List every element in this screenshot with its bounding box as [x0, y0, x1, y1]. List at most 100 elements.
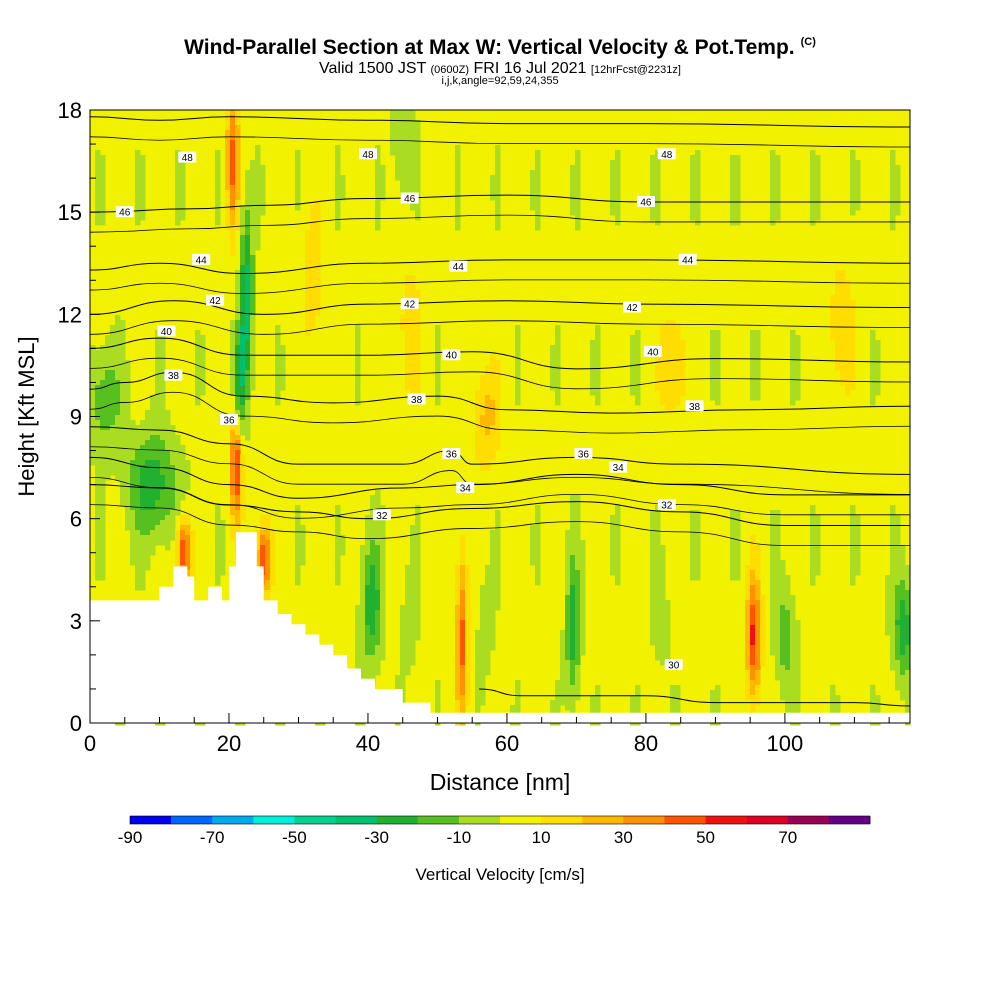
field-cell: [230, 495, 236, 501]
field-cell: [875, 365, 881, 371]
field-cell: [745, 565, 751, 571]
field-cell: [415, 310, 421, 316]
field-cell: [260, 515, 266, 521]
field-cell: [460, 605, 466, 611]
field-cell: [185, 530, 191, 536]
field-cell: [455, 205, 461, 211]
field-cell: [460, 545, 466, 551]
field-cell: [175, 155, 181, 161]
field-cell: [635, 390, 641, 396]
field-cell: [375, 665, 381, 671]
field-cell: [240, 260, 246, 266]
field-cell: [275, 345, 281, 351]
field-cell: [780, 645, 786, 651]
field-cell: [250, 245, 256, 251]
field-cell: [180, 175, 186, 181]
field-cell: [305, 250, 311, 256]
field-cell: [590, 710, 596, 716]
field-cell: [235, 495, 241, 501]
field-cell: [100, 220, 106, 226]
field-cell: [495, 365, 501, 371]
field-cell: [180, 205, 186, 211]
field-cell: [185, 475, 191, 481]
field-cell: [120, 355, 126, 361]
field-cell: [790, 650, 796, 656]
field-cell: [375, 205, 381, 211]
field-cell: [570, 510, 576, 516]
field-cell: [155, 345, 161, 351]
field-cell: [105, 420, 111, 426]
field-cell: [180, 445, 186, 451]
field-cell: [635, 330, 641, 336]
field-cell: [780, 680, 786, 686]
field-cell: [215, 170, 221, 176]
field-cell: [140, 455, 146, 461]
field-cell: [810, 560, 816, 566]
field-cell: [135, 475, 141, 481]
field-cell: [370, 570, 376, 576]
field-cell: [650, 640, 656, 646]
field-cell: [120, 475, 126, 481]
field-cell: [100, 535, 106, 541]
field-cell: [790, 370, 796, 376]
field-cell: [115, 455, 121, 461]
field-cell: [895, 535, 901, 541]
field-cell: [405, 590, 411, 596]
field-cell: [230, 450, 236, 456]
field-cell: [755, 670, 761, 676]
field-cell: [95, 410, 101, 416]
field-cell: [855, 175, 861, 181]
field-cell: [400, 670, 406, 676]
field-cell: [750, 675, 756, 681]
field-cell: [680, 340, 686, 346]
field-cell: [355, 655, 361, 661]
field-cell: [810, 545, 816, 551]
field-cell: [475, 650, 481, 656]
field-cell: [490, 530, 496, 536]
field-cell: [115, 420, 121, 426]
field-cell: [250, 225, 256, 231]
field-cell: [480, 645, 486, 651]
field-cell: [110, 355, 116, 361]
field-cell: [830, 710, 836, 716]
field-cell: [455, 150, 461, 156]
field-cell: [415, 355, 421, 361]
field-cell: [405, 315, 411, 321]
field-cell: [215, 195, 221, 201]
field-cell: [895, 635, 901, 641]
field-cell: [495, 435, 501, 441]
field-cell: [840, 380, 846, 386]
field-cell: [755, 645, 761, 651]
field-cell: [460, 570, 466, 576]
field-cell: [495, 185, 501, 191]
field-cell: [150, 450, 156, 456]
field-cell: [790, 390, 796, 396]
field-cell: [655, 590, 661, 596]
field-cell: [570, 525, 576, 531]
field-cell: [495, 370, 501, 376]
field-cell: [855, 195, 861, 201]
field-cell: [165, 545, 171, 551]
field-cell: [480, 380, 486, 386]
field-cell: [615, 575, 621, 581]
field-cell: [335, 520, 341, 526]
field-cell: [695, 190, 701, 196]
field-cell: [155, 530, 161, 536]
field-cell: [870, 350, 876, 356]
field-cell: [840, 285, 846, 291]
field-cell: [250, 370, 256, 376]
field-cell: [750, 620, 756, 626]
field-cell: [405, 170, 411, 176]
field-cell: [460, 650, 466, 656]
field-cell: [900, 600, 906, 606]
field-cell: [745, 690, 751, 696]
field-cell: [415, 600, 421, 606]
field-cell: [480, 465, 486, 471]
field-cell: [615, 155, 621, 161]
field-cell: [175, 445, 181, 451]
field-cell: [315, 290, 321, 296]
field-cell: [535, 160, 541, 166]
field-cell: [575, 640, 581, 646]
field-cell: [230, 330, 236, 336]
field-cell: [370, 635, 376, 641]
